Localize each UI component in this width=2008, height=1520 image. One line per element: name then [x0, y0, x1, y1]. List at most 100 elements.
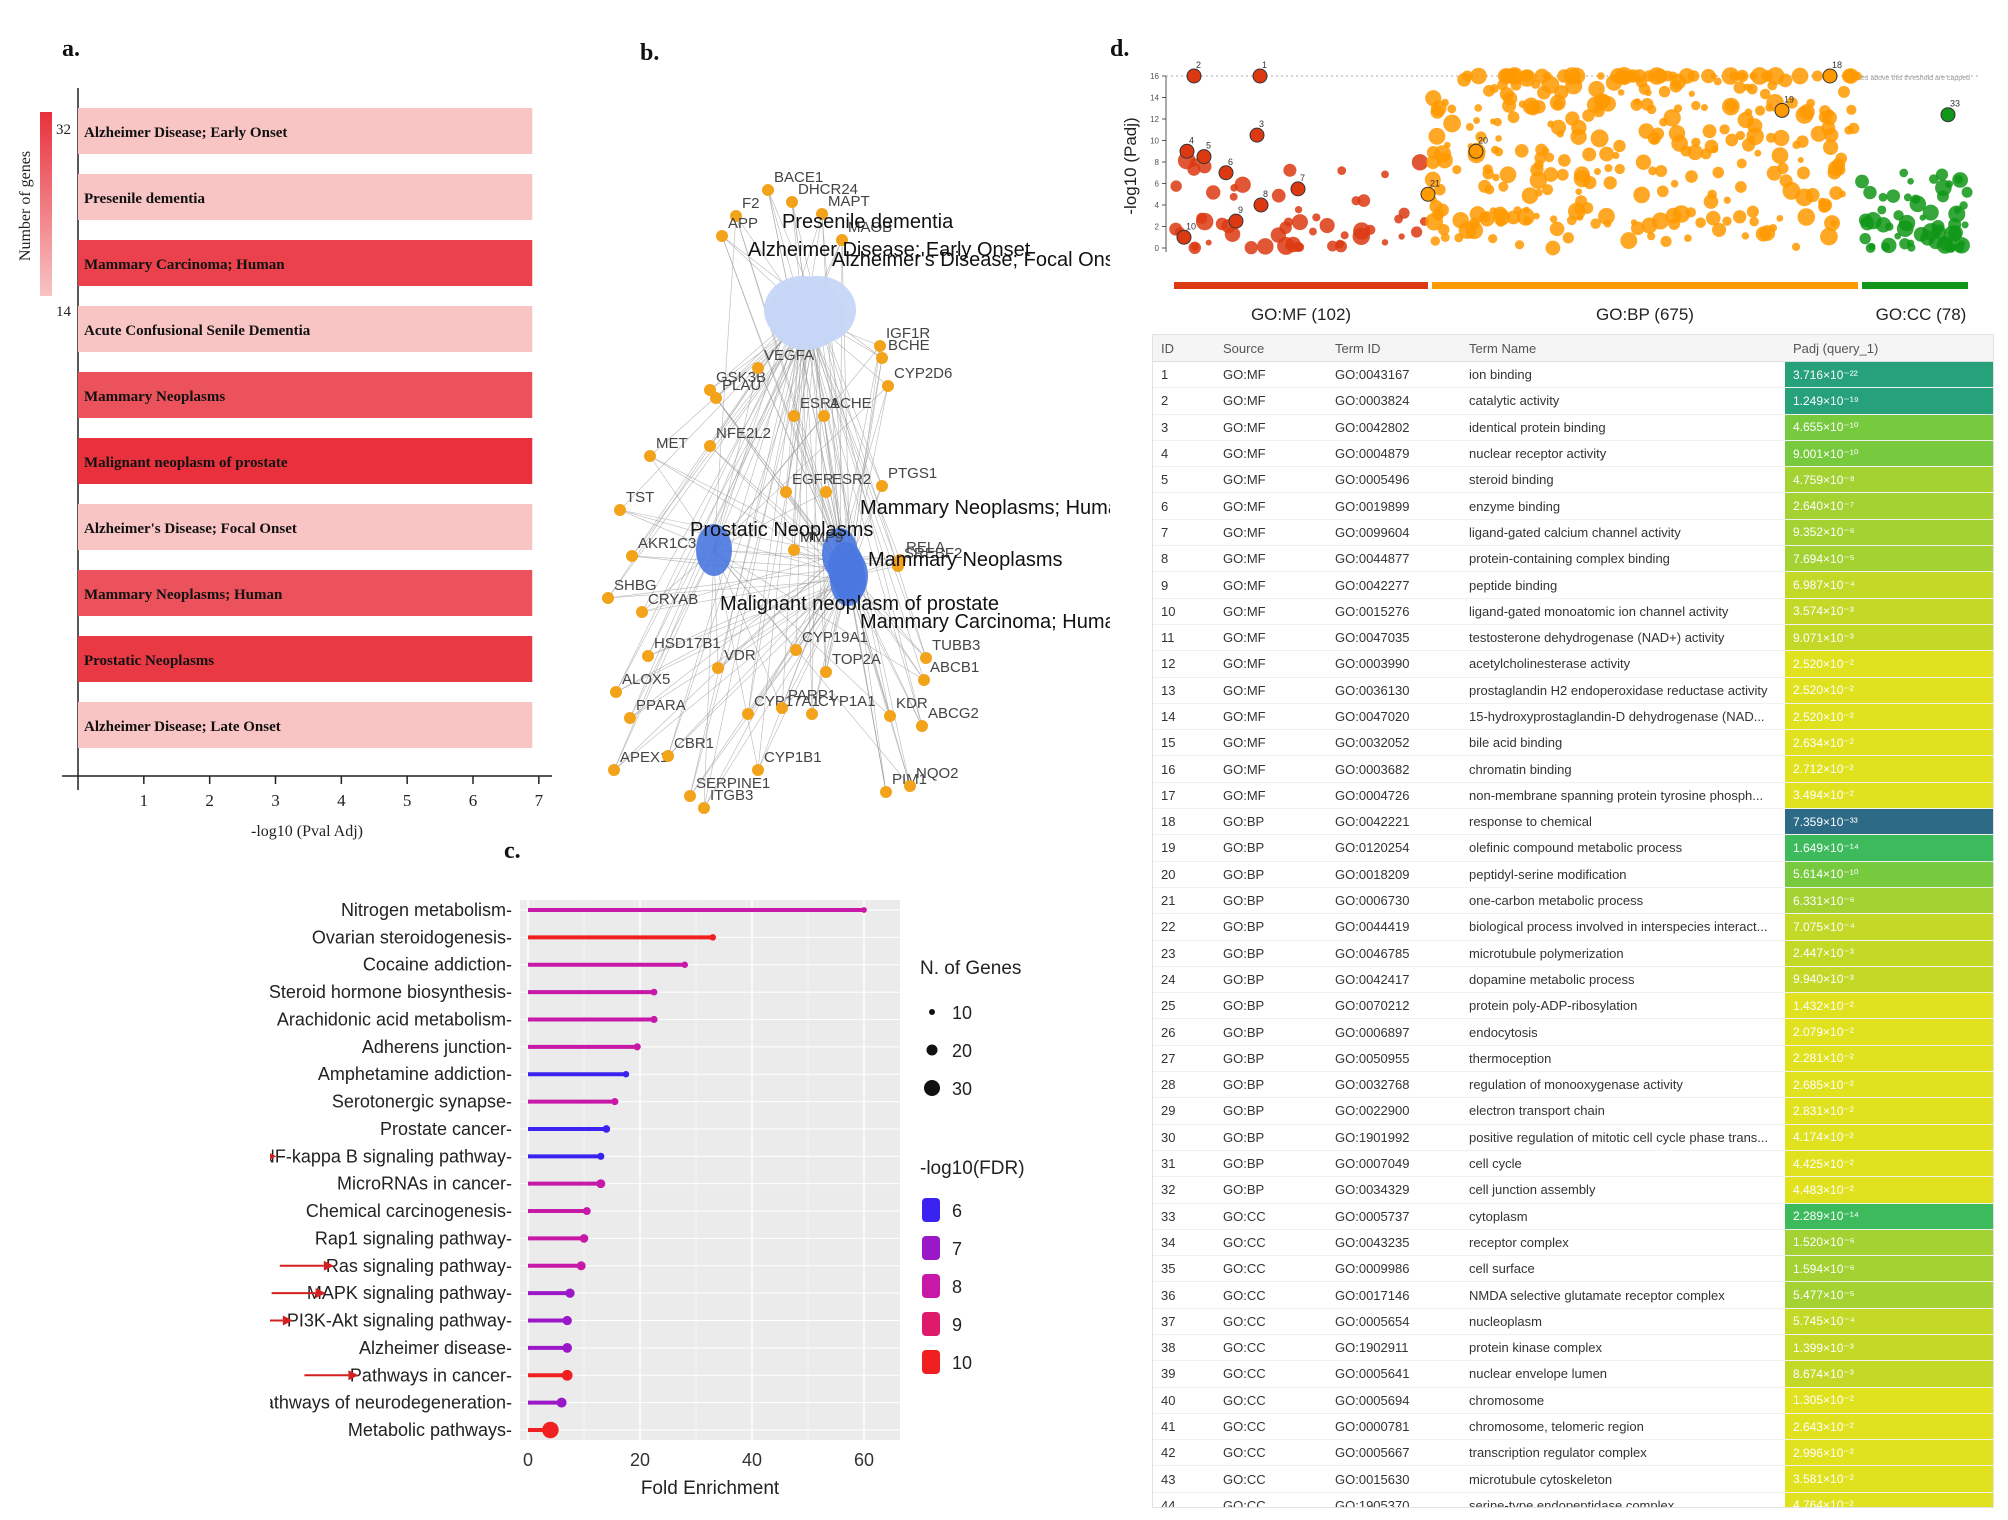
table-row[interactable]: 38 GO:CC GO:1902911 protein kinase complex 1…	[1153, 1334, 1993, 1362]
d-point	[1910, 194, 1921, 204]
header-term-id[interactable]: Term ID	[1327, 335, 1461, 362]
table-row[interactable]: 33 GO:CC GO:0005737 cytoplasm 2.289×10⁻¹⁴	[1153, 1203, 1993, 1230]
table-row[interactable]: 40 GO:CC GO:0005694 chromosome 1.305×10⁻²	[1153, 1387, 1993, 1414]
cell-source: GO:MF	[1215, 361, 1327, 389]
d-point	[1544, 152, 1555, 163]
b-edge	[847, 579, 887, 793]
b-gene-label: CBR1	[674, 735, 714, 752]
table-row[interactable]: 24 GO:BP GO:0042417 dopamine metabolic proc…	[1153, 966, 1993, 994]
header-term-name[interactable]: Term Name	[1461, 335, 1785, 362]
b-edge	[767, 189, 849, 581]
table-row[interactable]: 19 GO:BP GO:0120254 olefinic compound metab…	[1153, 834, 1993, 862]
d-point	[1688, 90, 1695, 97]
cell-term-name: dopamine metabolic process	[1461, 966, 1785, 994]
table-row[interactable]: 6 GO:MF GO:0019899 enzyme binding 2.640×10⁻⁷	[1153, 492, 1993, 520]
a-x-tick-label: 2	[205, 791, 214, 810]
cell-source: GO:MF	[1215, 624, 1327, 652]
c-category-label: Alzheimer disease-	[359, 1338, 512, 1358]
d-highlight-point	[1228, 213, 1244, 229]
table-row[interactable]: 21 GO:BP GO:0006730 one-carbon metabolic pr…	[1153, 887, 1993, 915]
cell-padj: 4.759×10⁻⁸	[1785, 466, 1993, 494]
cell-id: 38	[1153, 1334, 1215, 1362]
table-row[interactable]: 1 GO:MF GO:0043167 ion binding 3.716×10⁻²²	[1153, 361, 1993, 389]
d-point	[1563, 67, 1581, 85]
d-point	[1633, 186, 1650, 204]
d-point	[1701, 68, 1716, 84]
d-highlight-label: 19	[1784, 94, 1794, 104]
table-row[interactable]: 23 GO:BP GO:0046785 microtubule polymerizat…	[1153, 940, 1993, 967]
cell-term-id: GO:0047020	[1327, 703, 1461, 731]
table-row[interactable]: 28 GO:BP GO:0032768 regulation of monooxyge…	[1153, 1071, 1993, 1099]
header-id[interactable]: ID	[1153, 335, 1215, 362]
table-row[interactable]: 7 GO:MF GO:0099604 ligand-gated calcium cha…	[1153, 519, 1993, 547]
cell-source: GO:MF	[1215, 466, 1327, 494]
table-row[interactable]: 36 GO:CC GO:0017146 NMDA selective glutamat…	[1153, 1281, 1993, 1309]
table-row[interactable]: 35 GO:CC GO:0009986 cell surface 1.594×10⁻⁶	[1153, 1255, 1993, 1283]
table-row[interactable]: 18 GO:BP GO:0042221 response to chemical 7.3…	[1153, 808, 1993, 836]
d-highlight-label: 4	[1189, 135, 1194, 145]
b-gene-label: CYP1A1	[818, 693, 876, 710]
table-row[interactable]: 43 GO:CC GO:0015630 microtubule cytoskeleto…	[1153, 1465, 1993, 1493]
table-row[interactable]: 13 GO:MF GO:0036130 prostaglandin H2 endope…	[1153, 677, 1993, 704]
table-row[interactable]: 8 GO:MF GO:0044877 protein-containing compl…	[1153, 545, 1993, 573]
b-gene-node	[716, 230, 728, 242]
d-point	[1656, 185, 1669, 198]
d-point	[1835, 152, 1848, 165]
table-row[interactable]: 37 GO:CC GO:0005654 nucleoplasm 5.745×10⁻⁴	[1153, 1308, 1993, 1335]
table-row[interactable]: 41 GO:CC GO:0000781 chromosome, telomeric r…	[1153, 1413, 1993, 1441]
cell-source: GO:MF	[1215, 755, 1327, 783]
table-row[interactable]: 39 GO:CC GO:0005641 nuclear envelope lumen 8…	[1153, 1360, 1993, 1388]
table-row[interactable]: 9 GO:MF GO:0042277 peptide binding 6.987×10⁻…	[1153, 571, 1993, 599]
table-row[interactable]: 10 GO:MF GO:0015276 ligand-gated monoatomic…	[1153, 598, 1993, 625]
table-row[interactable]: 5 GO:MF GO:0005496 steroid binding 4.759×10⁻…	[1153, 466, 1993, 494]
cell-id: 20	[1153, 861, 1215, 888]
table-row[interactable]: 44 GO:CC GO:1905370 serine-type endopeptida…	[1153, 1492, 1993, 1507]
table-row[interactable]: 32 GO:BP GO:0034329 cell junction assembly 4…	[1153, 1176, 1993, 1204]
table-row[interactable]: 22 GO:BP GO:0044419 biological process invo…	[1153, 913, 1993, 941]
b-edge	[801, 309, 813, 715]
d-point	[1685, 170, 1698, 183]
b-edge	[839, 345, 881, 555]
header-source[interactable]: Source	[1215, 335, 1327, 362]
table-row[interactable]: 27 GO:BP GO:0050955 thermoception 2.281×10⁻²	[1153, 1045, 1993, 1073]
c-color-legend-label: 7	[952, 1239, 962, 1259]
table-row[interactable]: 34 GO:CC GO:0043235 receptor complex 1.520×1…	[1153, 1229, 1993, 1257]
cell-term-name: 15-hydroxyprostaglandin-D dehydrogenase …	[1461, 703, 1785, 731]
cell-source: GO:BP	[1215, 1176, 1327, 1204]
table-row[interactable]: 16 GO:MF GO:0003682 chromatin binding 2.712×…	[1153, 755, 1993, 783]
table-row[interactable]: 20 GO:BP GO:0018209 peptidyl-serine modific…	[1153, 861, 1993, 888]
header-padj[interactable]: Padj (query_1)	[1785, 335, 1993, 362]
cell-term-name: protein poly-ADP-ribosylation	[1461, 992, 1785, 1020]
table-row[interactable]: 2 GO:MF GO:0003824 catalytic activity 1.249×…	[1153, 387, 1993, 415]
table-row[interactable]: 42 GO:CC GO:0005667 transcription regulator…	[1153, 1439, 1993, 1467]
table-row[interactable]: 12 GO:MF GO:0003990 acetylcholinesterase ac…	[1153, 650, 1993, 678]
table-row[interactable]: 11 GO:MF GO:0047035 testosterone dehydrogen…	[1153, 624, 1993, 652]
d-point	[1492, 173, 1500, 182]
c-dot	[561, 1369, 573, 1381]
b-gene-node	[876, 480, 888, 492]
b-edge	[717, 575, 851, 669]
d-point	[1441, 98, 1449, 107]
table-row[interactable]: 15 GO:MF GO:0032052 bile acid binding 2.634×…	[1153, 729, 1993, 757]
table-row[interactable]: 3 GO:MF GO:0042802 identical protein bindin…	[1153, 414, 1993, 441]
table-row[interactable]: 29 GO:BP GO:0022900 electron transport chai…	[1153, 1097, 1993, 1125]
cell-id: 7	[1153, 519, 1215, 547]
d-point	[1576, 214, 1584, 221]
d-point	[1337, 166, 1347, 176]
cell-source: GO:BP	[1215, 1045, 1327, 1073]
c-x-tick-label: 0	[523, 1450, 533, 1470]
c-x-tick-label: 40	[742, 1450, 762, 1470]
cell-term-id: GO:0047035	[1327, 624, 1461, 652]
cell-term-id: GO:0005667	[1327, 1439, 1461, 1467]
table-row[interactable]: 17 GO:MF GO:0004726 non-membrane spanning p…	[1153, 782, 1993, 810]
b-gene-node	[904, 780, 916, 792]
table-row[interactable]: 30 GO:BP GO:1901992 positive regulation of …	[1153, 1124, 1993, 1151]
table-row[interactable]: 14 GO:MF GO:0047020 15-hydroxyprostaglandin…	[1153, 703, 1993, 731]
d-point	[1435, 203, 1449, 217]
table-row[interactable]: 31 GO:BP GO:0007049 cell cycle 4.425×10⁻²	[1153, 1150, 1993, 1178]
cell-padj: 5.614×10⁻¹⁰	[1785, 861, 1993, 888]
cell-id: 41	[1153, 1413, 1215, 1441]
table-row[interactable]: 4 GO:MF GO:0004879 nuclear receptor activit…	[1153, 440, 1993, 468]
table-row[interactable]: 25 GO:BP GO:0070212 protein poly-ADP-ribosy…	[1153, 992, 1993, 1020]
table-row[interactable]: 26 GO:BP GO:0006897 endocytosis 2.079×10⁻²	[1153, 1018, 1993, 1046]
